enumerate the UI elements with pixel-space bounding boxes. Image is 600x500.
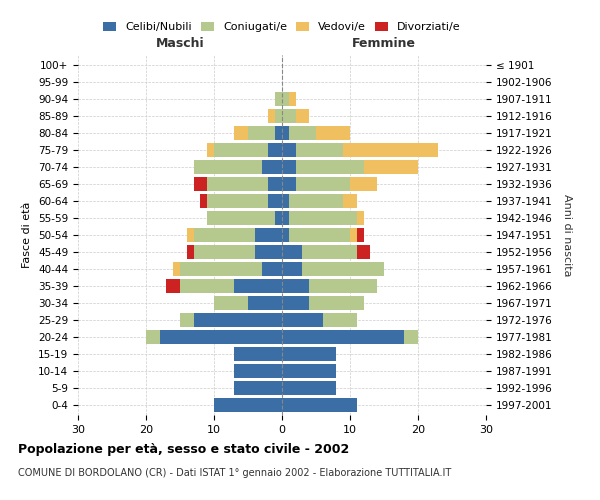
Bar <box>357 245 370 259</box>
Bar <box>214 144 268 157</box>
Bar <box>275 110 282 123</box>
Bar <box>296 144 343 157</box>
Bar <box>282 347 337 360</box>
Bar <box>282 228 289 242</box>
Bar <box>180 279 235 292</box>
Bar <box>296 178 350 191</box>
Text: Femmine: Femmine <box>352 37 416 50</box>
Bar <box>166 279 180 292</box>
Bar <box>180 262 262 276</box>
Y-axis label: Anni di nascita: Anni di nascita <box>562 194 572 276</box>
Bar <box>262 262 282 276</box>
Bar <box>262 160 282 174</box>
Bar <box>404 330 418 344</box>
Legend: Celibi/Nubili, Coniugati/e, Vedovi/e, Divorziati/e: Celibi/Nubili, Coniugati/e, Vedovi/e, Di… <box>99 18 465 36</box>
Bar <box>289 194 343 208</box>
Bar <box>187 245 194 259</box>
Bar <box>173 262 180 276</box>
Bar <box>194 178 207 191</box>
Bar <box>289 211 357 225</box>
Bar <box>248 296 282 310</box>
Bar <box>282 330 404 344</box>
Bar <box>282 144 296 157</box>
Text: COMUNE DI BORDOLANO (CR) - Dati ISTAT 1° gennaio 2002 - Elaborazione TUTTITALIA.: COMUNE DI BORDOLANO (CR) - Dati ISTAT 1°… <box>18 468 451 477</box>
Bar <box>268 110 275 123</box>
Bar <box>214 296 248 310</box>
Bar <box>282 194 289 208</box>
Bar <box>255 245 282 259</box>
Bar <box>275 211 282 225</box>
Text: Popolazione per età, sesso e stato civile - 2002: Popolazione per età, sesso e stato civil… <box>18 442 349 456</box>
Bar <box>282 381 337 394</box>
Bar <box>160 330 282 344</box>
Bar <box>302 262 384 276</box>
Bar <box>268 144 282 157</box>
Bar <box>235 381 282 394</box>
Bar <box>309 279 377 292</box>
Bar <box>296 110 309 123</box>
Bar <box>275 126 282 140</box>
Bar <box>200 194 207 208</box>
Bar <box>235 279 282 292</box>
Bar <box>309 296 364 310</box>
Bar <box>194 228 255 242</box>
Bar <box>235 126 248 140</box>
Bar <box>282 262 302 276</box>
Bar <box>194 160 262 174</box>
Bar <box>350 178 377 191</box>
Bar <box>343 194 357 208</box>
Bar <box>282 279 309 292</box>
Bar <box>282 364 337 378</box>
Bar <box>282 296 309 310</box>
Bar <box>146 330 160 344</box>
Bar <box>364 160 418 174</box>
Bar <box>235 364 282 378</box>
Bar <box>207 144 214 157</box>
Bar <box>289 92 296 106</box>
Bar <box>194 245 255 259</box>
Bar <box>289 228 350 242</box>
Bar <box>248 126 275 140</box>
Bar <box>282 211 289 225</box>
Bar <box>282 160 296 174</box>
Bar <box>323 313 357 326</box>
Bar <box>357 211 364 225</box>
Bar <box>275 92 282 106</box>
Bar <box>282 126 289 140</box>
Bar <box>194 313 282 326</box>
Bar <box>282 92 289 106</box>
Bar <box>289 126 316 140</box>
Bar <box>350 228 357 242</box>
Bar <box>282 245 302 259</box>
Bar <box>268 194 282 208</box>
Bar <box>282 110 296 123</box>
Bar <box>268 178 282 191</box>
Bar <box>296 160 364 174</box>
Bar <box>302 245 357 259</box>
Bar <box>207 194 268 208</box>
Bar <box>235 347 282 360</box>
Bar <box>187 228 194 242</box>
Bar <box>282 313 323 326</box>
Bar <box>255 228 282 242</box>
Bar <box>316 126 350 140</box>
Bar <box>214 398 282 411</box>
Bar <box>180 313 194 326</box>
Bar <box>282 178 296 191</box>
Bar <box>357 228 364 242</box>
Bar <box>207 211 275 225</box>
Bar <box>282 398 357 411</box>
Y-axis label: Fasce di età: Fasce di età <box>22 202 32 268</box>
Text: Maschi: Maschi <box>155 37 205 50</box>
Bar <box>207 178 268 191</box>
Bar <box>343 144 439 157</box>
